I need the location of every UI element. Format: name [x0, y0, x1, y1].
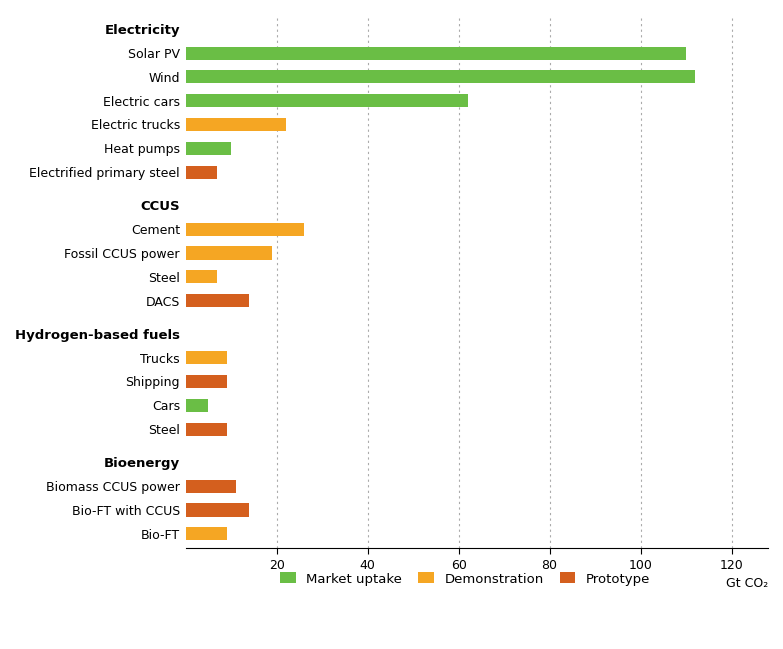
Bar — [186, 504, 249, 517]
Bar — [186, 270, 218, 284]
Text: Gt CO₂: Gt CO₂ — [726, 578, 768, 591]
Bar — [186, 223, 304, 236]
Bar — [186, 118, 286, 131]
Bar — [186, 141, 231, 155]
Legend: Market uptake, Demonstration, Prototype: Market uptake, Demonstration, Prototype — [276, 569, 655, 589]
Bar — [186, 70, 695, 84]
Bar — [186, 94, 467, 107]
Bar — [186, 351, 226, 364]
Bar — [186, 375, 226, 388]
Bar — [186, 247, 272, 260]
Bar — [186, 165, 218, 178]
Bar — [186, 47, 686, 60]
Bar — [186, 294, 249, 307]
Bar — [186, 422, 226, 435]
Bar — [186, 398, 208, 412]
Bar — [186, 527, 226, 541]
Bar — [186, 480, 236, 493]
